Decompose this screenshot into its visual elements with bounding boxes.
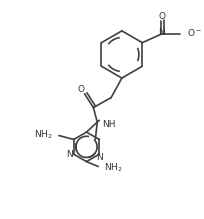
Text: O: O — [159, 12, 165, 21]
Text: N: N — [159, 28, 165, 37]
Text: NH$_2$: NH$_2$ — [104, 161, 123, 174]
Text: O: O — [77, 85, 84, 94]
Text: N: N — [96, 153, 103, 162]
Text: NH: NH — [102, 120, 116, 129]
Text: NH$_2$: NH$_2$ — [34, 128, 53, 141]
Text: N: N — [66, 150, 73, 159]
Text: O$^-$: O$^-$ — [187, 27, 202, 38]
